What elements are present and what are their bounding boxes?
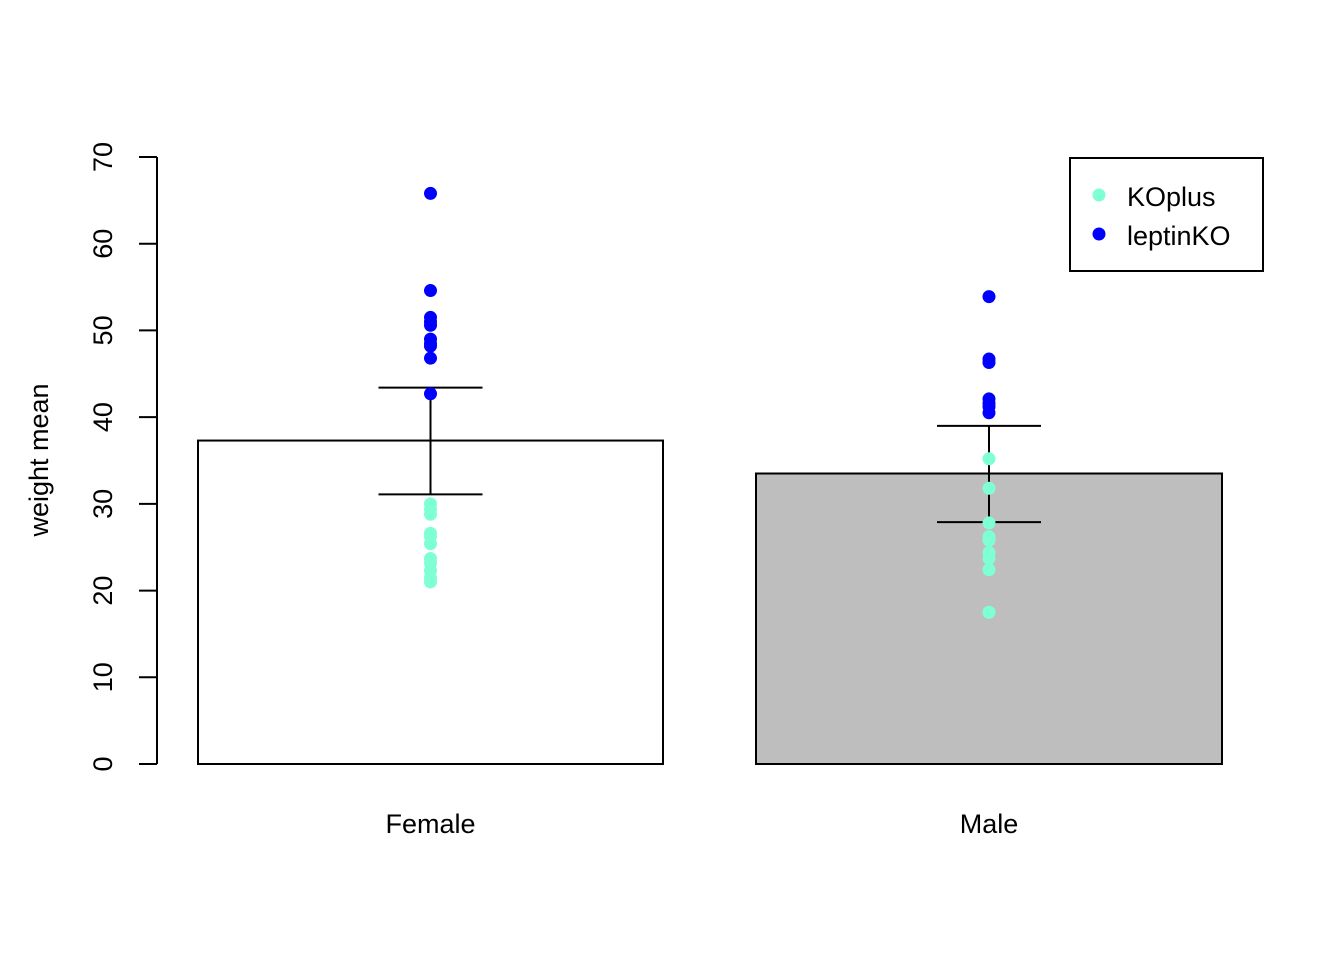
y-tick-label: 20 [88,576,118,606]
y-tick-label: 30 [88,489,118,519]
data-point-koplus [982,533,996,547]
data-point-koplus [982,563,996,577]
legend-box [1069,157,1264,272]
y-tick-label: 70 [88,142,118,172]
bars-layer [197,439,1223,765]
data-point-leptinko [982,290,996,304]
x-tick-label: Female [385,809,475,839]
y-tick-label: 10 [88,662,118,692]
legend-marker-koplus [1092,188,1106,202]
data-point-koplus [982,516,996,530]
data-point-leptinko [424,186,437,200]
data-point-koplus [982,452,996,466]
data-point-leptinko [982,356,996,370]
data-point-koplus [982,481,996,495]
y-tick-label: 50 [88,315,118,345]
data-point-koplus [982,605,996,619]
legend-label-koplus: KOplus [1127,182,1216,212]
data-point-leptinko [424,339,437,353]
data-point-koplus [982,551,996,565]
data-point-leptinko [982,406,996,420]
y-tick-label: 0 [88,756,118,771]
y-tick-label: 40 [88,402,118,432]
y-axis: 0 10 20 30 40 50 60 70 [88,142,158,772]
data-point-koplus [424,575,437,589]
legend: KOplus leptinKO [1069,157,1264,272]
points-layer [424,186,996,619]
y-tick-label: 60 [88,229,118,259]
x-tick-label: Male [960,809,1019,839]
legend-label-leptinko: leptinKO [1127,221,1231,251]
data-point-leptinko [424,351,437,365]
legend-marker-leptinko [1092,227,1106,241]
data-point-koplus [424,507,437,521]
x-axis: Female Male [385,809,1018,839]
y-axis-label: weight mean [24,383,54,537]
data-point-leptinko [424,318,437,332]
data-point-leptinko [424,387,437,401]
data-point-koplus [424,537,437,551]
data-point-leptinko [424,284,437,298]
